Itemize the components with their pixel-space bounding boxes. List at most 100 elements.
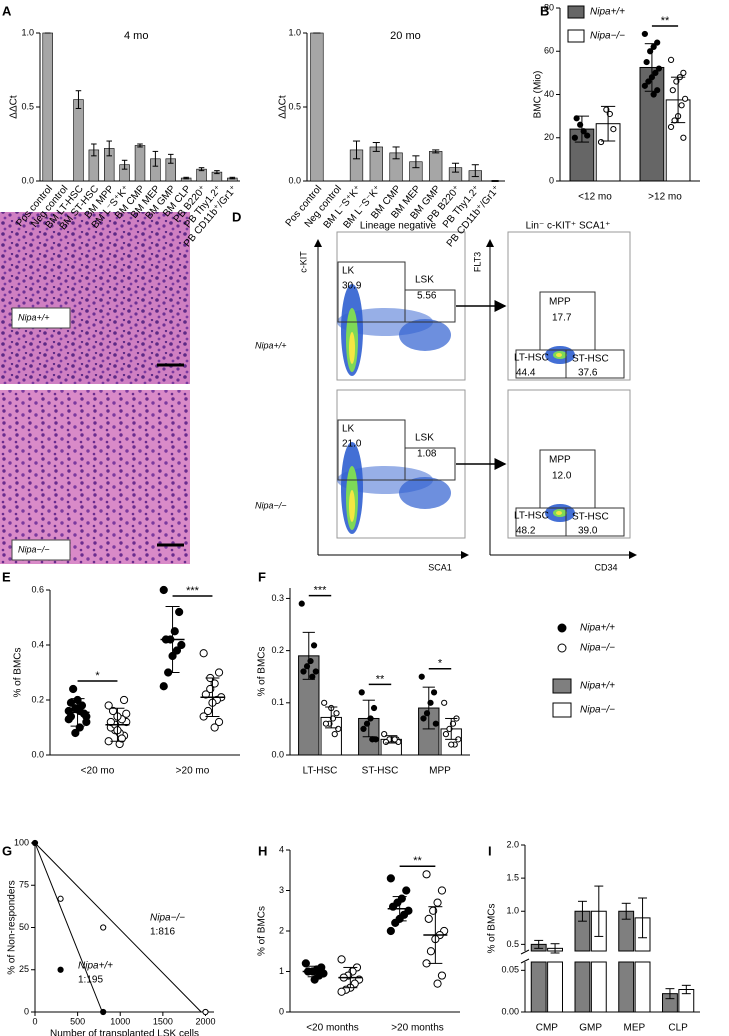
bar [42,32,53,182]
gate [565,349,625,379]
fit-line [34,842,103,1013]
data-point [337,955,346,964]
data-point [369,736,376,743]
y-tick-label: 50 [19,922,29,932]
gate-value: 37.6 [578,368,598,379]
gate [404,289,456,323]
data-point [69,684,78,694]
data-point [680,134,687,141]
x-tick-label: MPP [429,766,451,777]
flow-title: Lin⁻ c-KIT⁺ SCA1⁺ [526,221,611,232]
data-point [430,689,438,696]
data-point [652,69,659,76]
y-tick-label: 0 [549,175,554,185]
data-point [370,704,378,712]
x-tick-label: <20 months [306,1023,359,1034]
gate-name: ST-HSC [572,512,609,523]
data-point [104,701,113,710]
y-tick-label: 0.0 [31,749,44,759]
panel-label: I [488,843,492,858]
data-point [391,736,398,743]
bar [369,146,383,182]
data-point [202,1008,209,1016]
data-point [201,690,210,699]
data-point [645,78,652,85]
bar [310,32,324,182]
y-tick-label: 20 [544,132,554,142]
data-point [682,95,689,102]
gate-name: LSK [415,275,434,286]
gate [565,507,625,537]
gate-name: LT-HSC [514,511,549,522]
data-point [310,642,318,649]
data-point [597,138,605,146]
data-point [309,673,316,680]
panel-label: E [2,569,11,584]
y-axis-label: % of BMCs [257,906,268,956]
y-tick-label: 0.5 [21,101,34,111]
data-point [159,682,168,691]
y-tick-label: 0.4 [31,639,44,649]
x-axis-label: Number of transplanted LSK cells [50,1029,199,1036]
gate-value: 48.2 [516,526,536,537]
data-point [199,649,208,658]
y-tick-label: 0.2 [271,645,284,655]
series-label: Nipa+/+ [78,961,113,972]
y-tick-label: 0.2 [31,694,44,704]
significance: *** [314,585,328,597]
legend-label: Nipa+/+ [590,7,625,18]
y-tick-label: 0.05 [501,965,519,975]
y-axis-label: % of BMCs [487,903,498,953]
x-tick-label: MEP [624,1023,646,1034]
gate-name: LT-HSC [514,353,549,364]
y-tick-label: 60 [544,46,554,56]
bar [134,145,146,182]
data-point [433,898,442,907]
panel-label: F [258,569,266,584]
x-tick-label: CMP [536,1023,559,1034]
y-tick-label: 1 [279,966,284,976]
data-point [424,914,433,923]
x-tick-label: 1000 [110,1016,130,1026]
axis-break [520,958,530,964]
legend-swatch [552,702,572,718]
data-point [159,585,168,595]
cell-density [399,319,451,351]
x-tick-label: <12 mo [578,192,612,203]
y-tick-label: 1.5 [506,873,519,883]
data-point [667,123,675,131]
gate-value: 1.08 [417,449,437,460]
genotype-label: Nipa+/+ [255,340,287,350]
cell-density [556,511,562,515]
genotype-label: Nipa−/− [18,544,50,554]
gate-name: MPP [549,297,571,308]
data-point [300,668,307,675]
data-point [655,65,663,72]
data-point [386,874,395,883]
gate-value: 5.56 [417,291,437,302]
significance: * [438,658,443,670]
ratio-label: 1:195 [78,975,103,986]
legend-label: Nipa+/+ [580,681,615,692]
data-point [584,132,591,139]
bar [618,961,635,1013]
fit-line [34,842,202,1013]
cell-density [349,332,355,364]
gate [404,447,456,481]
panel-label: G [2,843,12,858]
gate-name: ST-HSC [572,354,609,365]
data-point [358,689,365,696]
y-axis-label: ΔΔCt [9,95,20,119]
legend-label: Nipa+/+ [580,623,615,634]
significance: *** [186,585,200,597]
significance: * [95,670,100,682]
genotype-label: Nipa+/+ [18,312,50,322]
x-tick-label: 1500 [153,1016,173,1026]
significance: ** [376,673,385,685]
data-point [669,87,676,94]
data-point [175,607,184,617]
data-point [100,924,107,931]
gate-name: LK [342,266,355,277]
data-point [557,623,567,633]
data-point [433,979,442,988]
